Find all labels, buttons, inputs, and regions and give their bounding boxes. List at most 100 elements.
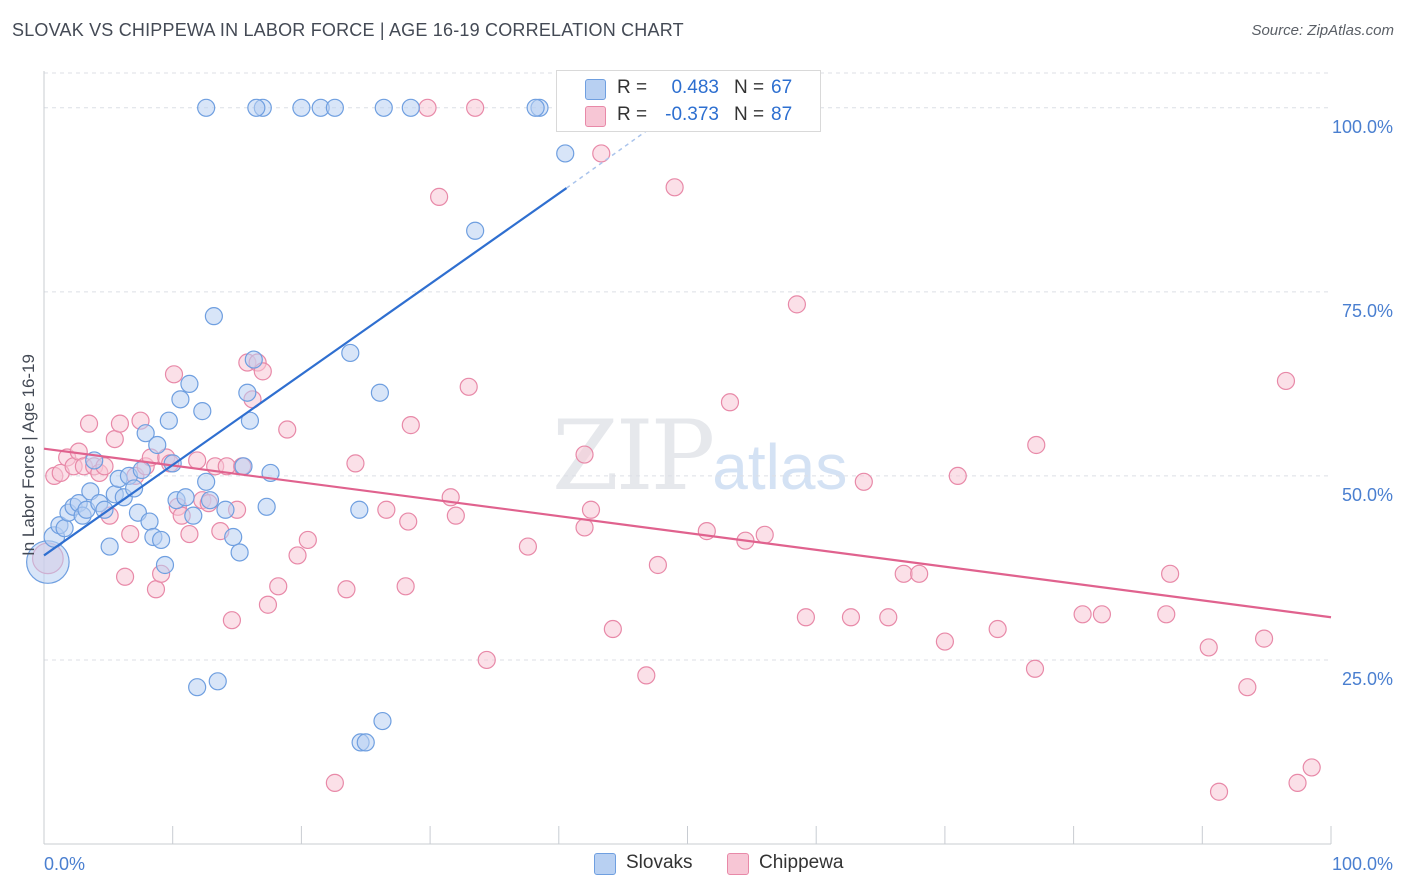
slovaks-point — [247, 98, 266, 117]
chippewa-point — [665, 178, 684, 197]
chippewa-point — [430, 187, 449, 206]
chippewa-point — [298, 530, 317, 550]
chippewa-point — [396, 577, 415, 596]
chippewa-point — [466, 98, 485, 117]
slovaks-point — [208, 672, 227, 691]
slovaks-point — [148, 435, 167, 455]
chippewa-point — [79, 414, 99, 433]
slovaks-point — [466, 221, 485, 240]
chippewa-point — [755, 525, 774, 544]
axes — [43, 71, 1332, 845]
chippewa-point — [1157, 605, 1176, 624]
legend-r-value: 0.483 — [671, 77, 719, 98]
slovaks-point — [234, 457, 253, 476]
chippewa-point — [1288, 773, 1307, 792]
chippewa-point — [603, 619, 622, 639]
slovaks-point — [184, 506, 203, 525]
y-tick-label: 100.0% — [1332, 117, 1393, 137]
chippewa-legend-label: Chippewa — [759, 852, 844, 873]
chippewa-point — [1276, 371, 1296, 391]
chippewa-point — [222, 611, 242, 630]
tick-labels: 25.0% 50.0% 75.0% 100.0% 0.0% 100.0% — [44, 117, 1393, 874]
chippewa-point — [399, 512, 418, 531]
chippewa-point — [592, 144, 611, 163]
chippewa-point — [518, 537, 538, 556]
chippewa-point — [1161, 564, 1180, 583]
slovaks-point — [526, 98, 545, 117]
slovaks-point — [188, 678, 207, 697]
chippewa-point — [720, 393, 740, 412]
slovaks-point — [373, 711, 392, 731]
chippewa-point — [935, 632, 955, 651]
correlation-legend: R = 0.483 N = 67 R = -0.373 N = 87 — [556, 70, 821, 132]
slovaks-point — [556, 144, 575, 163]
slovaks-legend-label: Slovaks — [626, 852, 693, 873]
slovaks-point — [325, 98, 344, 117]
chippewa-point — [180, 524, 199, 544]
legend-r-label: R = — [617, 104, 648, 125]
slovaks-point — [257, 497, 276, 516]
slovaks-point — [224, 527, 243, 547]
chippewa-point — [377, 500, 396, 519]
chippewa-point — [418, 98, 437, 117]
slovaks-point — [238, 383, 257, 402]
slovaks-point — [55, 519, 74, 538]
legend-n-value: 87 — [771, 104, 793, 125]
grid-lines — [44, 72, 1331, 661]
chippewa-point — [1025, 659, 1045, 678]
slovaks-point — [180, 374, 199, 393]
slovaks-point — [197, 472, 216, 491]
chippewa-point — [269, 577, 288, 596]
chippewa-point — [346, 454, 365, 473]
legend-n-value: 67 — [771, 77, 793, 98]
chippewa-point — [1302, 758, 1321, 777]
chippewa-point — [278, 420, 297, 439]
chippewa-point — [337, 580, 356, 599]
chippewa-point — [110, 414, 130, 433]
slovaks-point — [152, 530, 171, 550]
slovaks-point — [95, 500, 114, 519]
y-tick-label: 50.0% — [1342, 485, 1393, 505]
chippewa-point — [796, 608, 816, 627]
chippewa-swatch — [585, 106, 606, 127]
slovaks-point — [292, 98, 311, 117]
slovaks-point — [240, 411, 260, 430]
legend-row-slovaks: R = 0.483 N = 67 — [557, 75, 820, 101]
chippewa-legend-swatch — [727, 853, 749, 875]
slovaks-trend-line — [43, 187, 568, 557]
chippewa-point — [164, 365, 184, 384]
chippewa-point — [121, 524, 140, 544]
chippewa-point — [575, 445, 594, 464]
slovaks-point — [140, 512, 159, 531]
chippewa-point — [988, 619, 1007, 639]
chippewa-point — [288, 546, 307, 565]
chippewa-point — [841, 608, 861, 627]
chippewa-point — [115, 567, 135, 586]
chippewa-point — [879, 608, 898, 627]
slovaks-point — [374, 98, 393, 117]
slovaks-point — [197, 98, 216, 117]
chippewa-point — [105, 429, 124, 449]
source-label: Source: ZipAtlas.com — [1251, 22, 1394, 39]
chippewa-point — [446, 506, 465, 525]
y-tick-label: 25.0% — [1342, 669, 1393, 689]
slovaks-point — [244, 350, 263, 369]
chippewa-point — [1199, 638, 1218, 657]
legend-n-label: N = — [734, 77, 765, 98]
legend-r-label: R = — [617, 77, 648, 98]
slovaks-point — [155, 555, 175, 575]
chippewa-point — [894, 564, 913, 583]
slovaks-point — [176, 488, 195, 507]
chippewa-points — [31, 98, 1321, 801]
chippewa-point — [948, 466, 967, 486]
chippewa-point — [854, 472, 873, 491]
legend-r-value: -0.373 — [665, 104, 719, 125]
slovaks-points — [26, 98, 575, 752]
slovaks-point — [132, 460, 151, 480]
slovaks-point — [171, 390, 190, 409]
watermark-atlas: atlas — [712, 431, 848, 503]
slovaks-point — [401, 98, 420, 117]
chippewa-point — [477, 650, 496, 670]
legend-n-label: N = — [734, 104, 765, 125]
